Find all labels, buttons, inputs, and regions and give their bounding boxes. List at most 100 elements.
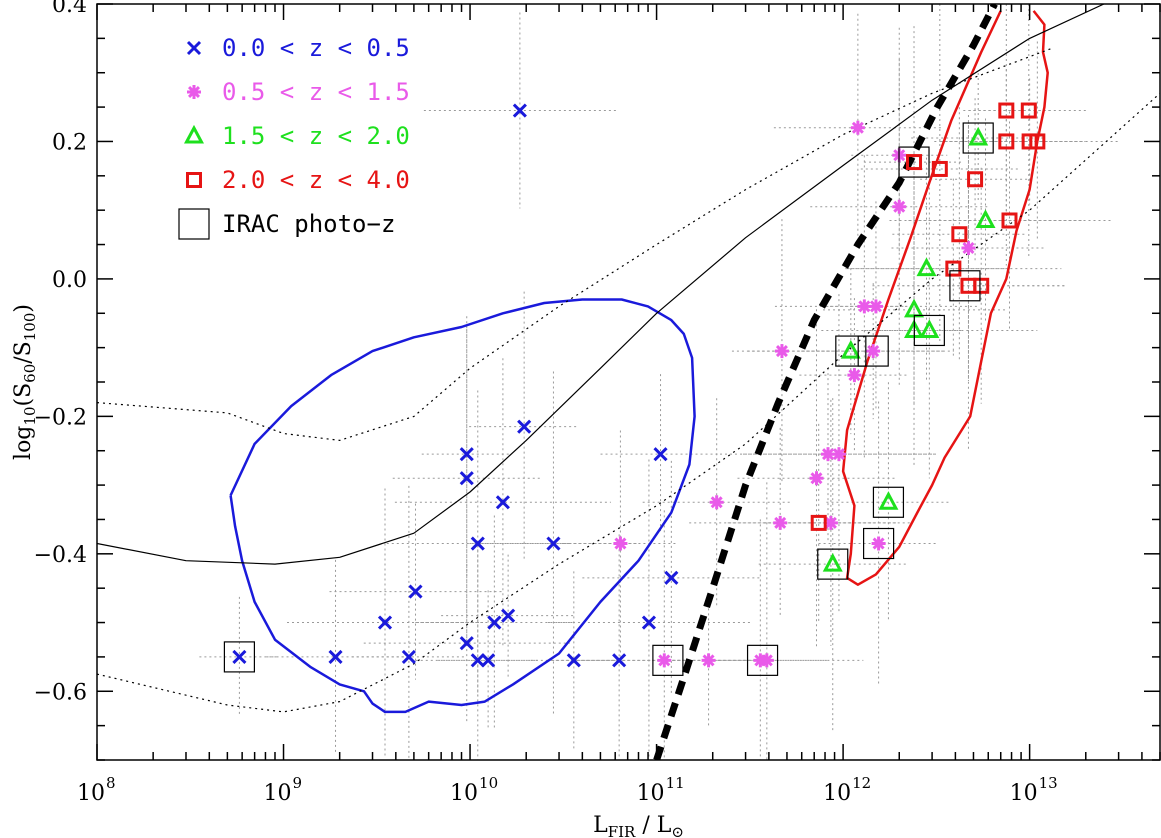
data-point [501, 608, 516, 623]
data-point [821, 447, 836, 462]
data-point [612, 653, 627, 668]
axes: 10 8 10 9 10 10 10 11 10 12 10 130.40.20.0−0.2−0.4−… [34, 0, 1161, 806]
data-point [641, 615, 656, 630]
data-point [487, 615, 502, 630]
data-point [546, 536, 561, 551]
data-point [840, 339, 861, 359]
data-point [328, 649, 343, 664]
data-point [1029, 133, 1046, 150]
x-tick-label: 10 [77, 781, 105, 806]
x-tick-exponent: 11 [666, 774, 685, 792]
data-point [470, 536, 485, 551]
model-solid [97, 4, 1105, 565]
y-tick-label: −0.4 [34, 543, 87, 568]
data-point [613, 536, 628, 551]
model-dotted-upper [97, 48, 1052, 441]
model-dotted-lower [97, 92, 1160, 713]
data-point-layer [223, 102, 1046, 676]
legend-marker [186, 40, 202, 56]
data-point [866, 344, 881, 359]
irac-box-marker [863, 527, 895, 560]
y-axis-label: log10(S60/S100) [11, 304, 39, 460]
legend-label: 0.0 < z < 0.5 [222, 34, 410, 62]
data-point [968, 126, 989, 146]
x-tick-exponent: 12 [852, 774, 871, 792]
data-point [408, 584, 423, 599]
data-point [919, 319, 940, 338]
legend-label: 1.5 < z < 2.0 [222, 122, 410, 150]
x-tick-exponent: 13 [1039, 774, 1058, 792]
data-point [459, 636, 474, 651]
data-point [967, 171, 984, 188]
data-point [664, 570, 679, 585]
x-tick-exponent: 8 [106, 774, 116, 792]
y-tick-label: 0.0 [52, 268, 87, 293]
x-tick-label: 10 [264, 781, 292, 806]
data-point [871, 536, 886, 551]
legend-marker [187, 85, 201, 99]
data-point [998, 102, 1015, 119]
data-point [961, 240, 976, 255]
data-point [1001, 212, 1018, 229]
y-tick-label: −0.6 [34, 680, 87, 705]
data-point [809, 471, 824, 486]
data-point [657, 653, 672, 668]
blue-contour [229, 298, 696, 714]
irac-box-marker [835, 335, 867, 367]
data-point [774, 344, 789, 359]
legend-marker [183, 124, 205, 144]
data-point [857, 299, 872, 314]
data-point [517, 419, 532, 434]
data-point [481, 653, 496, 668]
data-point [810, 514, 827, 531]
data-point [831, 447, 846, 462]
x-tick-label: 10 [450, 781, 478, 806]
legend-label: 2.0 < z < 4.0 [222, 166, 410, 194]
data-point [459, 447, 474, 462]
data-point [232, 649, 247, 664]
data-point [512, 103, 527, 118]
x-tick-label: 10 [637, 781, 665, 806]
data-point [495, 495, 510, 510]
data-point [973, 277, 990, 294]
data-point [998, 133, 1015, 150]
irac-box-marker [962, 122, 994, 154]
irac-box-marker [746, 644, 779, 676]
data-point [916, 257, 937, 277]
data-point [892, 199, 907, 214]
data-point [1020, 102, 1037, 119]
data-point [759, 653, 774, 668]
legend-label: IRAC photo−z [222, 210, 395, 238]
model-thick-dashed [653, 4, 998, 760]
x-axis-label: LFIR / L⊙ [593, 813, 684, 838]
data-point [470, 653, 485, 668]
x-tick-exponent: 9 [293, 774, 303, 792]
y-tick-label: 0.4 [52, 0, 87, 18]
x-tick-label: 10 [1010, 781, 1038, 806]
data-point [850, 120, 865, 135]
data-point [773, 515, 788, 530]
legend-marker [186, 172, 202, 188]
data-point [906, 154, 923, 171]
data-point [401, 649, 416, 664]
irac-box-marker [857, 335, 889, 367]
y-tick-label: −0.2 [34, 405, 87, 430]
irac-box-marker [652, 644, 684, 676]
x-tick-exponent: 10 [479, 774, 498, 792]
data-point [701, 653, 716, 668]
x-tick-label: 10 [823, 781, 851, 806]
error-bar-layer [199, 4, 1119, 760]
data-point [566, 653, 581, 668]
irac-box-marker [223, 641, 255, 673]
irac-box-marker [949, 270, 981, 302]
data-point [653, 447, 668, 462]
data-point [459, 471, 474, 486]
data-point [951, 226, 968, 243]
data-point [822, 552, 843, 572]
data-point [878, 491, 899, 510]
y-tick-label: 0.2 [52, 130, 87, 155]
data-point [709, 495, 724, 510]
data-point [945, 260, 962, 277]
irac-box-marker [817, 548, 849, 580]
